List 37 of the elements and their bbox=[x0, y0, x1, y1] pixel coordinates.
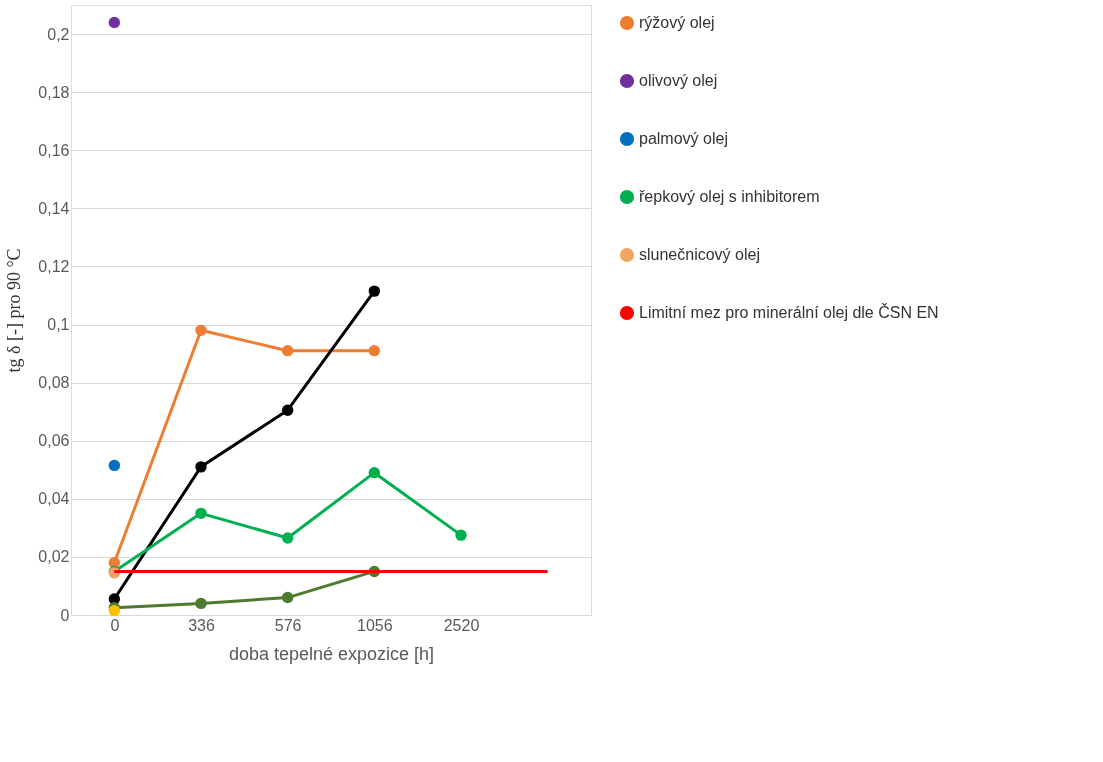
point bbox=[108, 16, 121, 29]
point bbox=[455, 529, 467, 541]
point bbox=[368, 466, 381, 479]
legend-label: rýžový olej bbox=[639, 14, 715, 31]
x-tick-label: 336 bbox=[188, 616, 215, 634]
point bbox=[281, 532, 294, 544]
x-tick-label: 0 bbox=[110, 616, 120, 634]
y-axis-title: tg δ [-] pro 90 °C bbox=[4, 248, 25, 373]
y-tick-label: 0,04 bbox=[38, 490, 70, 508]
y-tick-label: 0,12 bbox=[38, 257, 70, 275]
point bbox=[195, 597, 207, 610]
y-tick-label: 0,14 bbox=[38, 199, 70, 217]
y-tick-label: 0,02 bbox=[38, 548, 70, 566]
y-tick-label: 0,06 bbox=[38, 432, 70, 450]
y-tick-label: 0,18 bbox=[38, 83, 70, 101]
y-tick-label: 0,2 bbox=[47, 25, 70, 43]
point bbox=[281, 344, 294, 357]
x-tick-label: 2520 bbox=[443, 616, 480, 634]
point bbox=[368, 285, 381, 297]
point bbox=[108, 459, 121, 472]
point bbox=[368, 344, 381, 357]
x-axis-title: doba tepelné expozice [h] bbox=[228, 643, 435, 664]
point bbox=[195, 507, 207, 520]
y-tick-label: 0,08 bbox=[38, 374, 70, 392]
x-tick-label: 1056 bbox=[357, 616, 393, 634]
x-tick-label: 576 bbox=[274, 616, 302, 634]
point bbox=[195, 324, 207, 337]
point bbox=[281, 591, 294, 604]
point bbox=[195, 461, 207, 473]
y-tick-label: 0,1 bbox=[47, 316, 70, 334]
point bbox=[281, 404, 294, 416]
legend-label: Limitní mez pro minerální olej dle ČSN EN bbox=[639, 303, 939, 321]
legend-label: olivový olej bbox=[639, 72, 718, 89]
legend-label: slunečnicový olej bbox=[639, 246, 760, 263]
y-tick-label: 0,16 bbox=[38, 141, 70, 159]
legend-label: řepkový olej s inhibitorem bbox=[639, 188, 820, 205]
legend-label: palmový olej bbox=[639, 130, 728, 147]
